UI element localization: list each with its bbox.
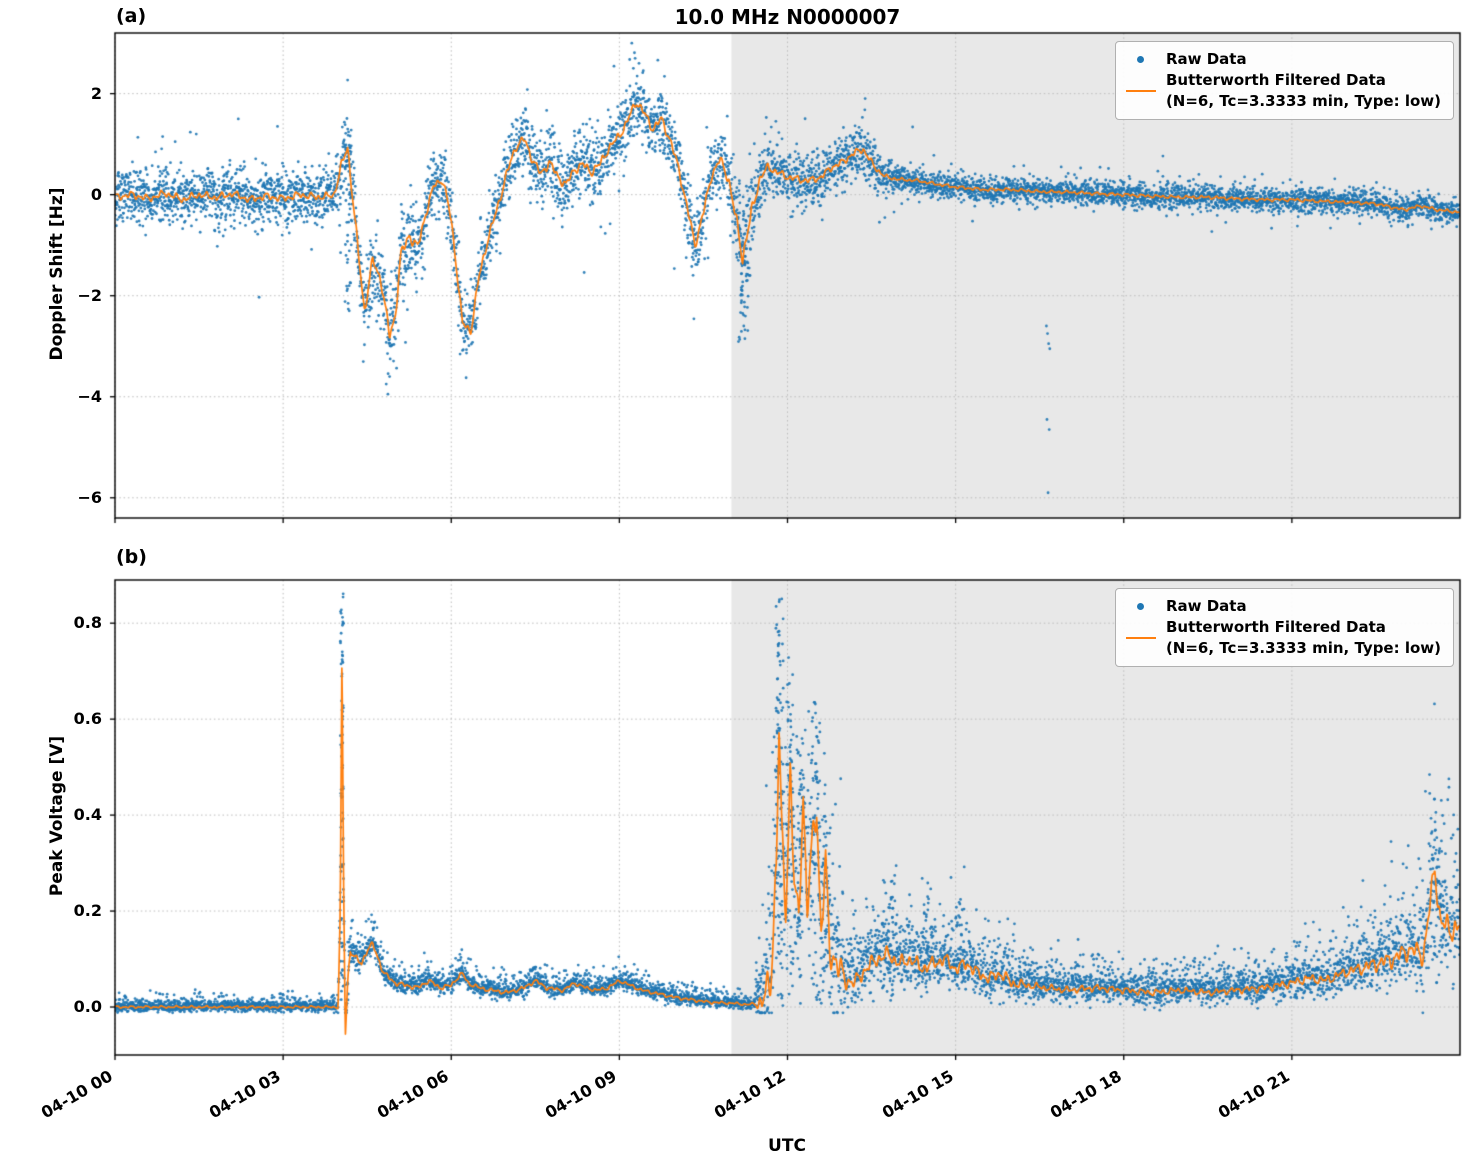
y-tick-label: 0.6: [73, 709, 102, 729]
panel-a-label: (a): [116, 5, 147, 27]
y-tick-label: 0: [90, 184, 102, 204]
x-axis-label: UTC: [768, 1136, 806, 1156]
filtered-line-marker: [1125, 90, 1156, 92]
legend-filtered-row: Butterworth Filtered Data (N=6, Tc=3.333…: [1125, 617, 1441, 659]
y-tick-label: 0.4: [73, 805, 102, 825]
panel-b-label: (b): [116, 546, 147, 568]
legend-raw-label: Raw Data: [1165, 50, 1247, 68]
y-tick-label: 0.8: [73, 613, 102, 633]
legend-filtered-label-line1: Butterworth Filtered Data: [1165, 618, 1386, 636]
raw-data-marker: [1137, 56, 1145, 63]
y-tick-label: −4: [77, 386, 102, 406]
legend-panel-b: Raw Data Butterworth Filtered Data (N=6,…: [1114, 588, 1454, 667]
y-tick-label: −2: [77, 285, 102, 305]
filtered-line-marker: [1125, 637, 1156, 639]
legend-raw-label: Raw Data: [1165, 597, 1247, 615]
y-tick-label: 0.2: [73, 901, 102, 921]
y-tick-label: 0.0: [73, 997, 102, 1017]
legend-filtered-label-line1: Butterworth Filtered Data: [1165, 71, 1386, 89]
legend-filtered-label-line2: (N=6, Tc=3.3333 min, Type: low): [1165, 639, 1441, 657]
legend-panel-a: Raw Data Butterworth Filtered Data (N=6,…: [1114, 41, 1454, 120]
legend-raw-row: Raw Data: [1126, 596, 1441, 617]
legend-raw-row: Raw Data: [1126, 49, 1441, 70]
raw-data-marker: [1137, 603, 1145, 610]
y-tick-label: 2: [90, 83, 102, 103]
figure-title: 10.0 MHz N0000007: [674, 5, 901, 29]
y-tick-label: −6: [77, 487, 102, 507]
legend-filtered-row: Butterworth Filtered Data (N=6, Tc=3.333…: [1125, 70, 1441, 112]
legend-filtered-label-line2: (N=6, Tc=3.3333 min, Type: low): [1165, 92, 1441, 110]
